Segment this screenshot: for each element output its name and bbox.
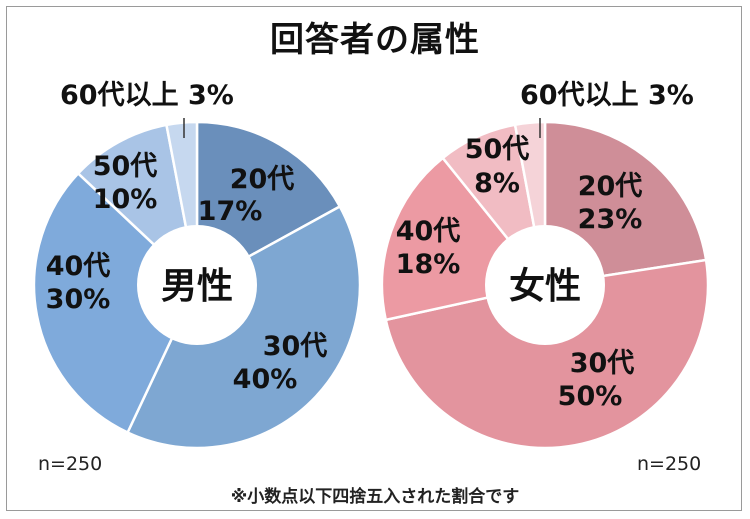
slice-value-label: 18% — [396, 249, 461, 280]
slice-category-label: 50代 — [465, 134, 530, 165]
outside-slice-label: 60代以上 3% — [60, 80, 234, 111]
slice-category-label: 40代 — [46, 251, 111, 282]
slice-category-label: 50代 — [93, 151, 158, 182]
center-label: 男性 — [161, 266, 233, 307]
slice-value-label: 10% — [93, 184, 158, 215]
pie-slice-2 — [384, 258, 710, 450]
pie-slice-3 — [32, 171, 199, 435]
slice-category-label: 20代 — [230, 164, 295, 195]
slice-category-label: 40代 — [396, 216, 461, 247]
donut-hole — [485, 225, 605, 345]
sample-size-label: n=250 — [637, 453, 701, 475]
slice-value-label: 30% — [46, 284, 111, 315]
slice-category-label: 30代 — [570, 348, 635, 379]
slice-value-label: 50% — [558, 381, 623, 412]
slice-value-label: 40% — [233, 364, 298, 395]
chart-title: 回答者の属性 — [270, 20, 480, 60]
sample-size-label: n=250 — [38, 453, 102, 475]
slice-category-label: 30代 — [263, 331, 328, 362]
pie-slice-2 — [125, 204, 362, 450]
slice-value-label: 23% — [578, 204, 643, 235]
slice-category-label: 20代 — [578, 171, 643, 202]
slice-value-label: 17% — [198, 196, 263, 227]
outside-slice-label: 60代以上 3% — [520, 80, 694, 111]
center-label: 女性 — [509, 266, 581, 307]
slice-value-label: 8% — [474, 168, 520, 199]
footnote: ※小数点以下四捨五入された割合です — [230, 487, 520, 507]
donut-hole — [137, 225, 257, 345]
